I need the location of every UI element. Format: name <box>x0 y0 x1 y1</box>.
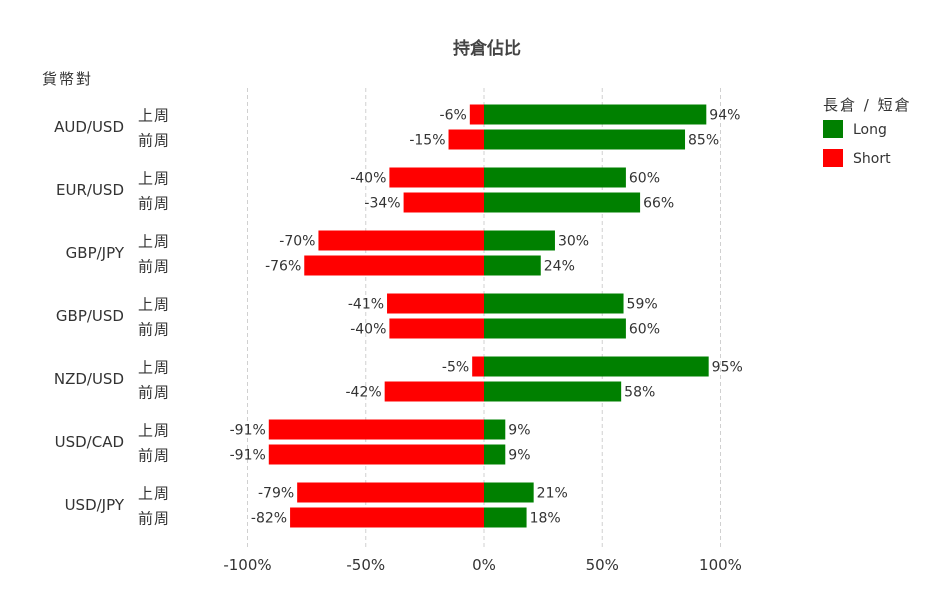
long-bar[interactable] <box>484 482 534 503</box>
period-label: 前周 <box>138 195 170 213</box>
short-bar[interactable] <box>384 381 484 402</box>
legend-long-label[interactable]: Long <box>853 122 887 138</box>
legend-long-swatch[interactable] <box>823 120 843 138</box>
short-bar[interactable] <box>448 129 484 150</box>
short-bar[interactable] <box>304 255 484 276</box>
period-label: 前周 <box>138 258 170 276</box>
short-value-label: -40% <box>350 171 386 187</box>
period-label: 上周 <box>138 485 170 503</box>
legend-title: 長倉 / 短倉 <box>823 96 912 114</box>
long-value-label: 60% <box>629 171 660 187</box>
long-value-label: 9% <box>508 448 530 464</box>
long-value-label: 18% <box>530 511 561 527</box>
x-tick-label: 50% <box>586 556 619 574</box>
short-bar[interactable] <box>387 293 484 314</box>
x-tick-label: 100% <box>699 556 742 574</box>
period-label: 前周 <box>138 510 170 528</box>
long-value-label: 59% <box>627 297 658 313</box>
short-bar[interactable] <box>469 104 484 125</box>
x-tick-label: 0% <box>472 556 496 574</box>
short-bar[interactable] <box>268 444 484 465</box>
long-value-label: 21% <box>537 486 568 502</box>
long-value-label: 30% <box>558 234 589 250</box>
currency-pair-label: USD/JPY <box>65 496 125 514</box>
long-bar[interactable] <box>484 293 624 314</box>
short-value-label: -40% <box>350 322 386 338</box>
short-bar[interactable] <box>472 356 484 377</box>
long-value-label: 95% <box>712 360 743 376</box>
short-value-label: -15% <box>409 133 445 149</box>
long-bar[interactable] <box>484 129 686 150</box>
short-value-label: -6% <box>440 108 467 124</box>
short-value-label: -41% <box>348 297 384 313</box>
legend[interactable]: 長倉 / 短倉 Long Short <box>823 96 912 167</box>
short-bar[interactable] <box>290 507 484 528</box>
long-bar[interactable] <box>484 356 709 377</box>
long-value-label: 58% <box>624 385 655 401</box>
short-value-label: -82% <box>251 511 287 527</box>
y-axis-title: 貨幣對 <box>42 70 93 88</box>
period-label: 上周 <box>138 170 170 188</box>
long-bar[interactable] <box>484 444 506 465</box>
x-tick-label: -100% <box>223 556 271 574</box>
short-value-label: -91% <box>230 423 266 439</box>
long-bar[interactable] <box>484 419 506 440</box>
long-bar[interactable] <box>484 167 626 188</box>
short-bar[interactable] <box>403 192 484 213</box>
short-bar[interactable] <box>389 167 484 188</box>
long-value-label: 9% <box>508 423 530 439</box>
period-label: 上周 <box>138 359 170 377</box>
long-bar[interactable] <box>484 192 641 213</box>
bar-value-labels: -6% 94% -15% 85% -40% 60% -34% 66% -70% 30% -76% 24… <box>230 108 743 527</box>
category-labels: AUD/USD上周前周EUR/USD上周前周GBP/JPY上周前周GBP/USD… <box>54 107 170 528</box>
currency-pair-label: GBP/JPY <box>66 244 125 262</box>
short-bar[interactable] <box>297 482 484 503</box>
short-bar[interactable] <box>268 419 484 440</box>
period-label: 上周 <box>138 422 170 440</box>
long-value-label: 94% <box>709 108 740 124</box>
period-label: 上周 <box>138 296 170 314</box>
period-label: 上周 <box>138 233 170 251</box>
currency-pair-label: AUD/USD <box>54 118 124 136</box>
period-label: 前周 <box>138 321 170 339</box>
bars <box>268 104 709 528</box>
period-label: 前周 <box>138 447 170 465</box>
long-value-label: 85% <box>688 133 719 149</box>
currency-pair-label: GBP/USD <box>56 307 124 325</box>
legend-short-label[interactable]: Short <box>853 151 891 167</box>
short-value-label: -5% <box>442 360 469 376</box>
short-value-label: -70% <box>279 234 315 250</box>
short-value-label: -79% <box>258 486 294 502</box>
x-tick-labels: -100% -50% 0% 50% 100% <box>223 556 742 574</box>
period-label: 上周 <box>138 107 170 125</box>
short-value-label: -76% <box>265 259 301 275</box>
long-bar[interactable] <box>484 381 622 402</box>
short-bar[interactable] <box>318 230 484 251</box>
long-value-label: 66% <box>643 196 674 212</box>
long-bar[interactable] <box>484 507 527 528</box>
short-value-label: -34% <box>364 196 400 212</box>
currency-pair-label: NZD/USD <box>54 370 124 388</box>
short-value-label: -42% <box>345 385 381 401</box>
period-label: 前周 <box>138 384 170 402</box>
short-bar[interactable] <box>389 318 484 339</box>
x-tick-label: -50% <box>346 556 385 574</box>
x-gridlines <box>247 88 721 548</box>
long-bar[interactable] <box>484 255 541 276</box>
short-value-label: -91% <box>230 448 266 464</box>
long-bar[interactable] <box>484 318 626 339</box>
long-bar[interactable] <box>484 104 707 125</box>
long-bar[interactable] <box>484 230 555 251</box>
currency-pair-label: USD/CAD <box>55 433 124 451</box>
chart-title: 持倉佔比 <box>453 38 521 59</box>
period-label: 前周 <box>138 132 170 150</box>
long-value-label: 24% <box>544 259 575 275</box>
legend-short-swatch[interactable] <box>823 149 843 167</box>
currency-pair-label: EUR/USD <box>56 181 124 199</box>
long-value-label: 60% <box>629 322 660 338</box>
